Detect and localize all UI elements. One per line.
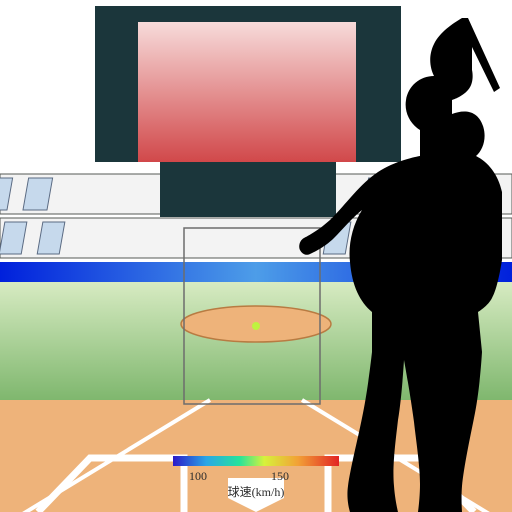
scoreboard-neck	[160, 162, 336, 217]
scoreboard-screen	[138, 22, 356, 162]
legend-tick: 150	[271, 469, 289, 483]
legend-label: 球速(km/h)	[228, 485, 285, 499]
legend-tick: 100	[189, 469, 207, 483]
stand-pillar	[23, 178, 53, 210]
pitch-marker	[252, 322, 260, 330]
legend-bar	[173, 456, 339, 466]
